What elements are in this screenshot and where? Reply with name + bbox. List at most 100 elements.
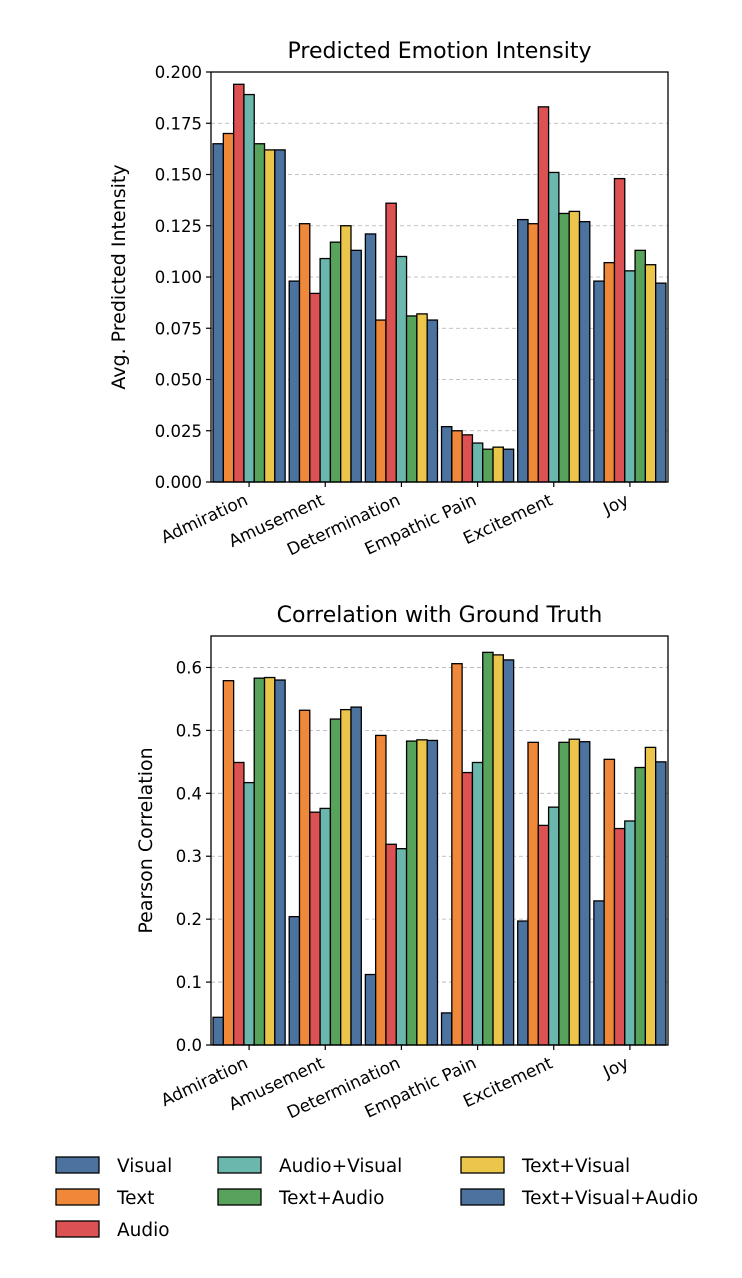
y-tick-label: 0.0 [176, 1036, 202, 1055]
bar-text-determination [375, 734, 387, 1046]
bar-visual-joy [593, 280, 605, 483]
bar-visual-admiration [212, 143, 224, 483]
bar-visual-amusement [288, 915, 301, 1046]
chart-1: 0.000 0.025 0.050 0.075 0.100 0.125 0.150 0.175… [108, 39, 669, 560]
bar-audio-visual-admiration [243, 781, 255, 1046]
y-tick-label: 0.025 [155, 422, 202, 441]
plot-frame [210, 71, 669, 483]
legend-label: Audio [117, 1220, 170, 1241]
bar-audio-visual-amusement [319, 257, 332, 483]
bar-text-visual-determination [416, 313, 428, 483]
y-axis-label: Pearson Correlation [135, 747, 157, 933]
bar-text-visual-audio-amusement [350, 249, 362, 483]
bar-text-visual-audio-admiration [274, 149, 286, 483]
bar-audio-empathic-pain [461, 771, 474, 1046]
bar-text-audio-excitement [558, 212, 570, 483]
bar-visual-determination [364, 973, 377, 1046]
bar-audio-visual-empathic-pain [471, 442, 484, 483]
bar-text-audio-admiration [253, 143, 266, 483]
bar-text-visual-empathic-pain [492, 446, 504, 483]
bar-text-visual-determination [416, 739, 428, 1046]
bar-text-visual-audio-amusement [350, 706, 362, 1046]
bar-text-empathic-pain [451, 663, 463, 1046]
bar-text-joy [603, 261, 616, 483]
plot-frame [210, 635, 669, 1046]
bar-text-excitement [527, 223, 539, 483]
bar-text-visual-audio-joy [655, 761, 667, 1046]
legend-label: Text+Visual [521, 1156, 630, 1177]
y-tick-label: 0.100 [155, 268, 202, 287]
bar-text-audio-determination [405, 315, 418, 483]
y-tick-label: 0.075 [155, 319, 202, 338]
bar-audio-amusement [309, 811, 321, 1046]
y-tick-label: 0.150 [155, 166, 202, 185]
y-tick-label: 0.125 [155, 217, 202, 236]
bar-audio-visual-amusement [319, 807, 332, 1046]
bar-audio-admiration [232, 83, 245, 483]
chart-2: 0.00.10.20.30.40.50.6AdmirationAmusement… [135, 603, 669, 1123]
bar-text-audio-empathic-pain [482, 651, 494, 1046]
bar-text-determination [375, 319, 387, 483]
bar-text-visual-audio-excitement [578, 220, 591, 483]
bar-text-visual-joy [644, 264, 657, 483]
y-tick-label: 0.000 [155, 473, 202, 492]
bar-visual-empathic-pain [440, 425, 453, 483]
y-tick-label: 0.3 [176, 847, 202, 866]
x-tick-label: Joy [600, 1053, 632, 1082]
bar-audio-excitement [537, 824, 550, 1046]
chart-title: Predicted Emotion Intensity [288, 39, 592, 64]
bar-audio-visual-joy [624, 820, 636, 1046]
y-tick-label: 0.4 [176, 784, 202, 803]
bar-audio-determination [385, 843, 397, 1046]
bar-audio-joy [613, 177, 626, 483]
y-tick-label: 0.200 [155, 63, 202, 82]
bar-text-audio-empathic-pain [482, 448, 494, 483]
bar-text-excitement [527, 741, 539, 1046]
bar-text-visual-audio-admiration [274, 679, 286, 1046]
bar-visual-admiration [212, 1016, 224, 1046]
legend-label: Text+Visual+Audio [521, 1188, 698, 1209]
bar-text-audio-admiration [253, 677, 266, 1046]
bar-audio-visual-excitement [547, 806, 560, 1046]
bar-text-visual-audio-excitement [578, 741, 591, 1046]
bar-text-visual-excitement [568, 210, 581, 483]
y-axis-label: Avg. Predicted Intensity [108, 164, 130, 389]
bar-text-audio-amusement [329, 241, 342, 483]
bar-audio-amusement [309, 292, 321, 483]
bar-text-admiration [222, 132, 235, 483]
bar-text-amusement [298, 709, 311, 1046]
bar-text-visual-joy [644, 746, 657, 1046]
bar-text-visual-audio-empathic-pain [502, 659, 515, 1046]
bar-audio-determination [385, 202, 397, 483]
bar-audio-joy [613, 827, 626, 1046]
bar-text-visual-admiration [263, 149, 276, 483]
bar-text-empathic-pain [451, 430, 463, 483]
bar-text-visual-amusement [340, 708, 352, 1046]
bar-text-audio-joy [634, 766, 647, 1046]
bar-text-visual-amusement [340, 225, 352, 483]
bar-text-audio-excitement [558, 741, 570, 1046]
legend-swatch [55, 1220, 100, 1238]
bar-text-visual-audio-joy [655, 282, 667, 483]
legend-swatch [55, 1188, 100, 1206]
bar-visual-determination [364, 233, 377, 483]
bar-visual-joy [593, 900, 605, 1046]
bar-text-visual-admiration [263, 676, 276, 1046]
bar-visual-excitement [517, 920, 529, 1046]
y-tick-label: 0.1 [176, 973, 202, 992]
bar-text-visual-audio-determination [426, 739, 439, 1046]
legend-swatch [55, 1156, 100, 1174]
y-tick-label: 0.050 [155, 371, 202, 390]
bar-text-admiration [222, 680, 235, 1046]
y-tick-label: 0.5 [176, 721, 202, 740]
bar-text-visual-excitement [568, 738, 581, 1046]
bar-visual-empathic-pain [440, 1012, 453, 1046]
bar-visual-excitement [517, 218, 529, 483]
legend-swatch [460, 1188, 505, 1206]
legend-label: Audio+Visual [279, 1156, 402, 1177]
x-tick-label: Joy [600, 490, 632, 519]
bar-audio-excitement [537, 106, 550, 483]
bar-text-joy [603, 758, 616, 1046]
legend: Visual Text Audio Audio+Visual Text+Audio Tex… [55, 1156, 698, 1241]
bar-text-audio-joy [634, 249, 647, 483]
